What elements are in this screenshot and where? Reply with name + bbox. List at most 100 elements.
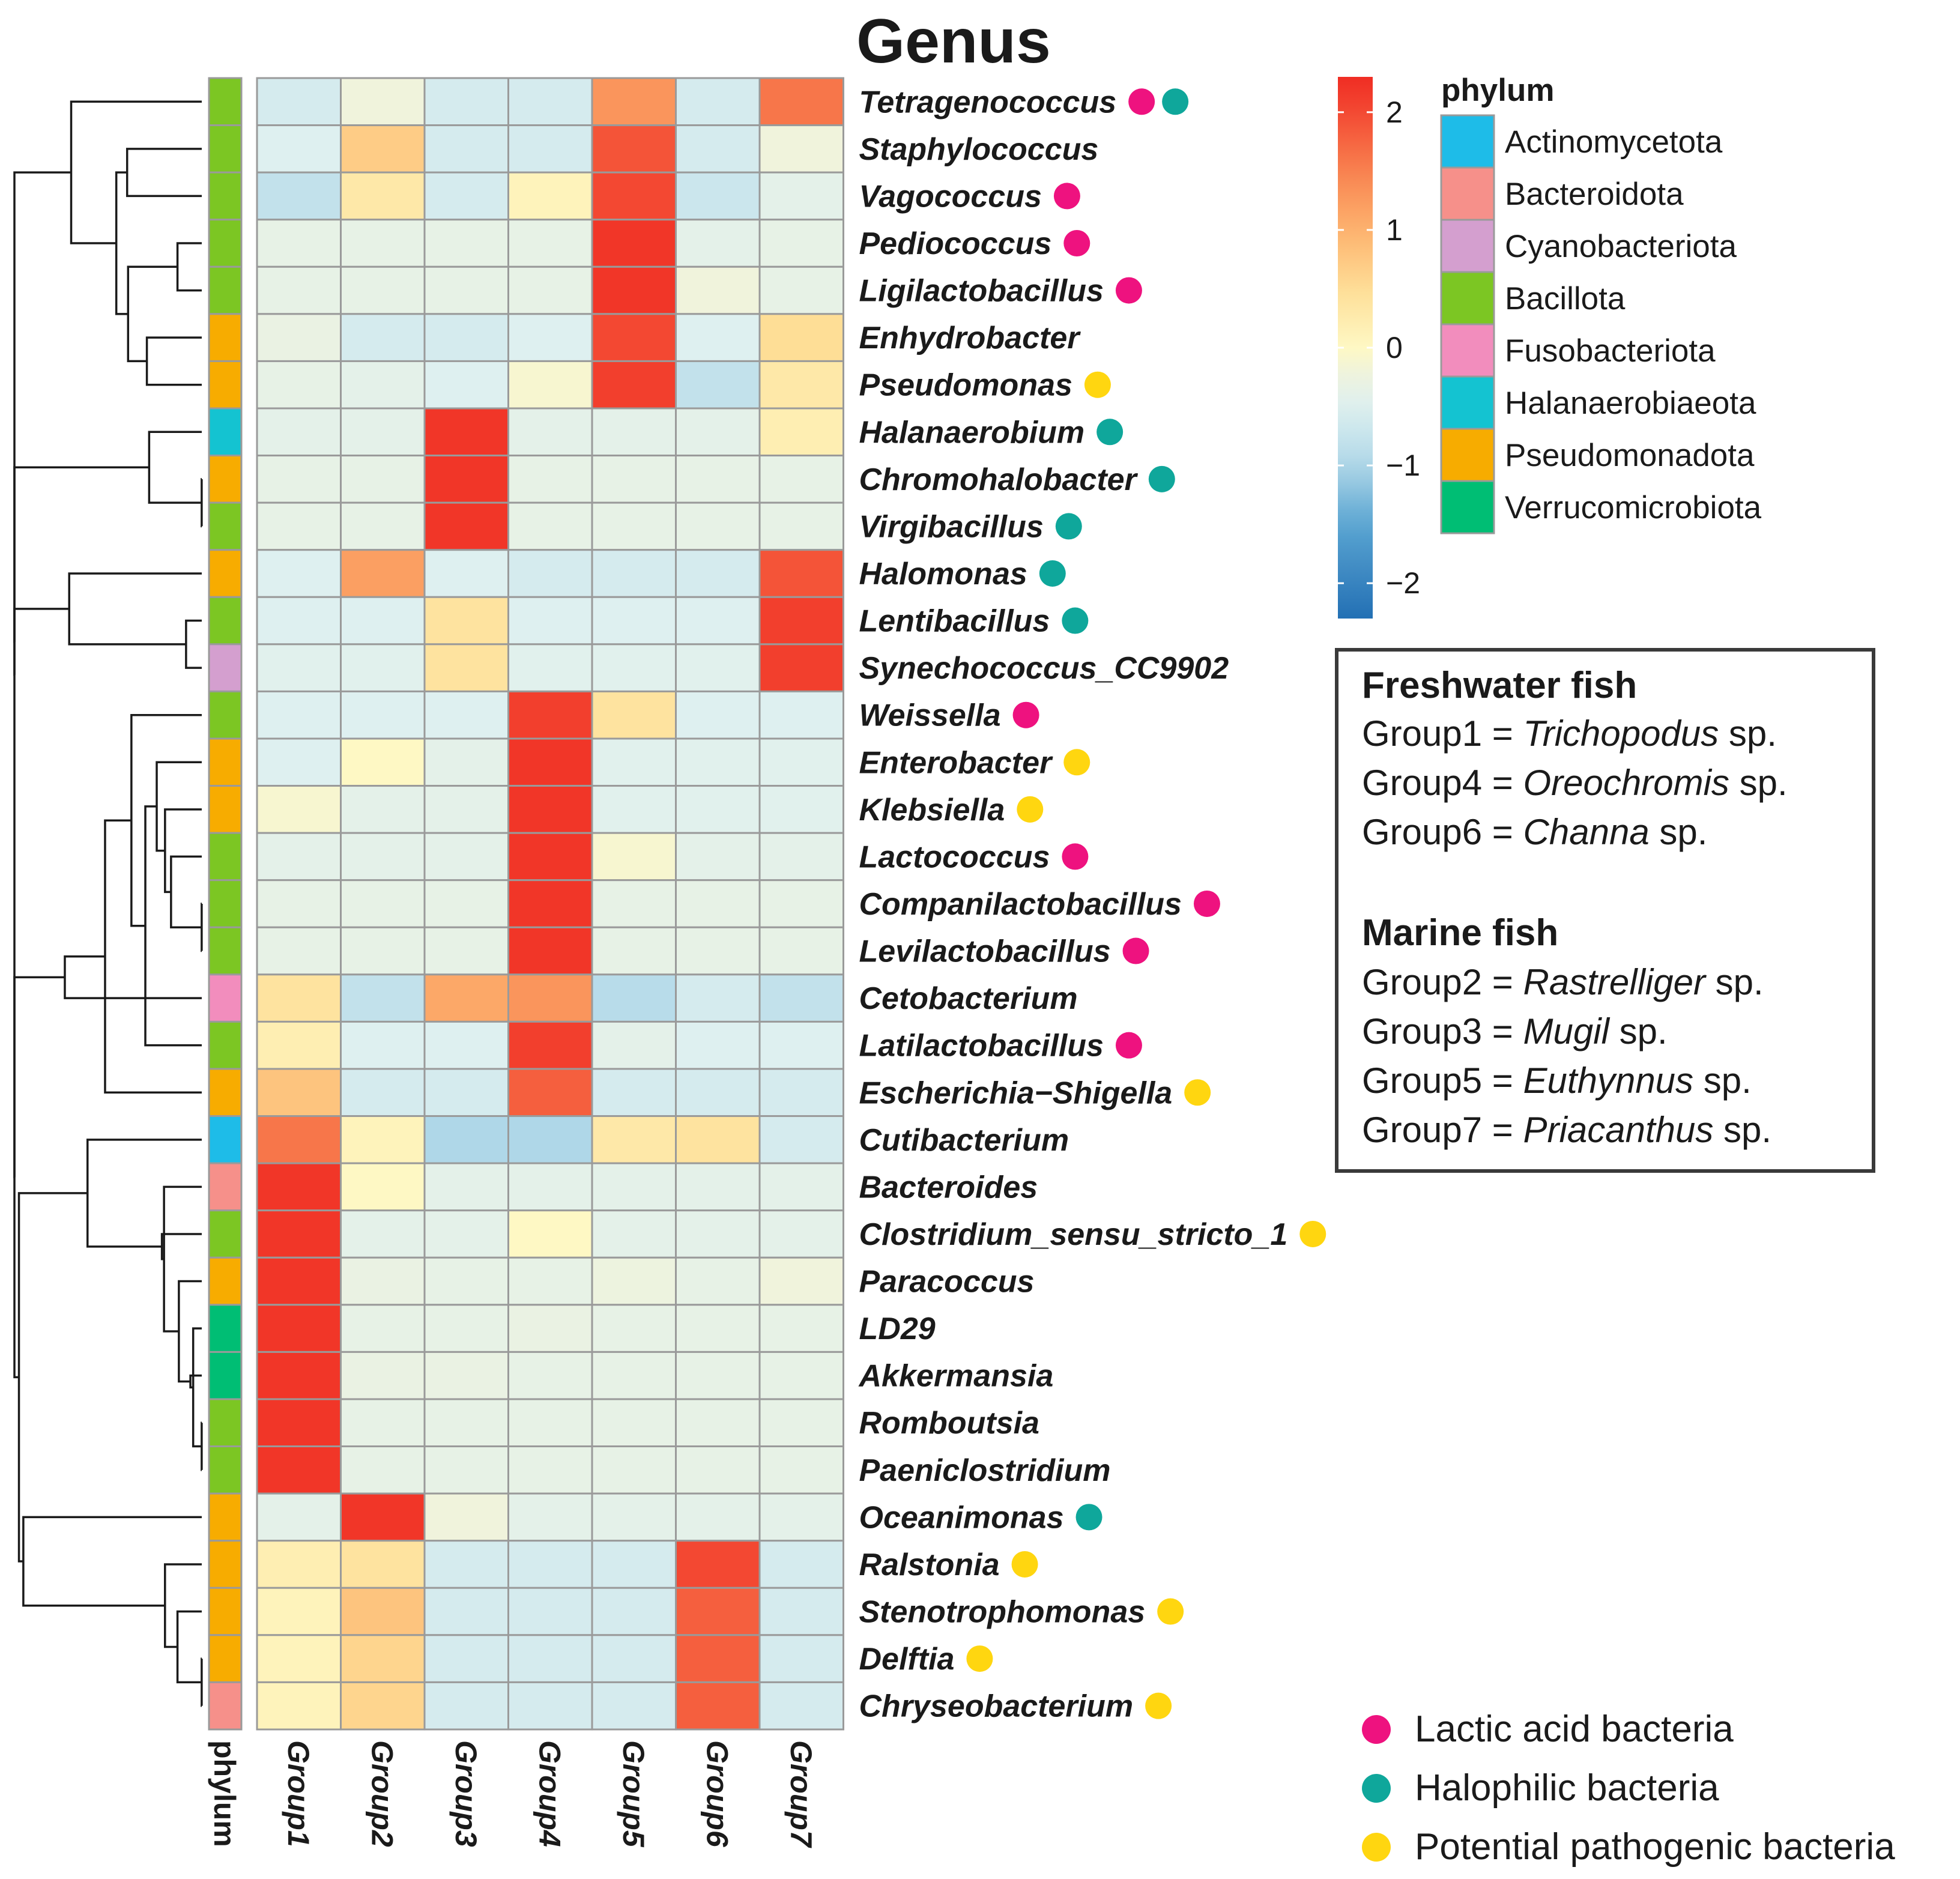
dendrogram-branch	[156, 761, 202, 852]
phylum-swatch	[1440, 219, 1495, 273]
heatmap-cell	[591, 77, 677, 127]
color-scale-legend: 2 1 0 −1 −2	[1338, 77, 1420, 619]
heatmap-cell	[256, 219, 342, 268]
dendrogram-branch	[17, 1192, 88, 1563]
heatmap-cell	[340, 1115, 426, 1164]
heatmap-cell	[758, 1492, 844, 1542]
heatmap-cell	[340, 1634, 426, 1683]
row-label: Escherichia−Shigella	[859, 1076, 1173, 1110]
heatmap-cell	[591, 1209, 677, 1259]
column-label: Group2	[365, 1740, 399, 1847]
heatmap-cell	[340, 219, 426, 268]
phylum-legend-label: Bacillota	[1505, 281, 1626, 316]
heatmap-cell	[591, 219, 677, 268]
group-key-group: Group3 =	[1362, 1011, 1523, 1051]
phylum-cell	[208, 1020, 243, 1070]
group-box-frame	[1335, 648, 1875, 1173]
heatmap-cell	[256, 596, 342, 646]
dendrogram-branch	[64, 955, 202, 999]
row-label: Enterobacter	[859, 745, 1054, 780]
phylum-swatch	[1440, 271, 1495, 325]
heatmap-cell	[591, 1587, 677, 1636]
heatmap-cell	[675, 1209, 761, 1259]
marine-title: Marine fish	[1362, 912, 1558, 954]
heatmap-cell	[256, 313, 342, 362]
heatmap-cell	[423, 1681, 509, 1731]
heatmap-cell	[675, 879, 761, 928]
heatmap-cell	[423, 407, 509, 457]
heatmap-cell	[675, 1634, 761, 1683]
row-label: Akkermansia	[858, 1359, 1054, 1394]
phylum-legend: phylum Actinomycetota Bacteroidota Cyanobac…	[1440, 73, 1762, 534]
heatmap-cell	[507, 1634, 593, 1683]
group-key-suffix: sp.	[1705, 962, 1764, 1002]
heatmap-cell	[591, 1634, 677, 1683]
row-label: Romboutsia	[859, 1406, 1039, 1441]
phylum-cell	[208, 1115, 243, 1164]
heatmap-cell	[591, 737, 677, 787]
group-key-line: Group3 = Mugil sp.	[1362, 1011, 1668, 1051]
heatmap-cell	[340, 549, 426, 598]
heatmap-cell	[675, 407, 761, 457]
phylum-cell	[208, 1587, 243, 1636]
row-label: LD29	[859, 1312, 936, 1346]
heatmap-cell	[423, 1540, 509, 1589]
colorbar-tick-label: 1	[1386, 213, 1403, 247]
group-key-group: Group2 =	[1362, 962, 1523, 1002]
phylum-cell	[208, 1162, 243, 1212]
row-label: Halomonas	[859, 557, 1027, 592]
phylum-cell	[208, 1304, 243, 1353]
heatmap-cell	[256, 501, 342, 551]
heatmap-cell	[340, 77, 426, 127]
marker-dot-path	[1184, 1079, 1211, 1106]
heatmap-cell	[256, 1587, 342, 1636]
marker-legend-label: Halophilic bacteria	[1415, 1767, 1719, 1809]
heatmap-cell	[507, 737, 593, 787]
heatmap-cell	[423, 879, 509, 928]
phylum-cell	[208, 1634, 243, 1683]
heatmap-cell	[675, 124, 761, 174]
heatmap-cell	[507, 926, 593, 976]
marker-legend-label: Lactic acid bacteria	[1415, 1708, 1734, 1750]
heatmap-cell	[507, 785, 593, 834]
group-key-suffix: sp.	[1729, 763, 1788, 803]
heatmap-cell	[256, 832, 342, 882]
heatmap-cell	[256, 407, 342, 457]
dendrogram-branch	[160, 1233, 202, 1260]
phylum-swatch	[1440, 480, 1495, 534]
heatmap-cell	[758, 1681, 844, 1731]
dendrogram-branch	[104, 819, 202, 1094]
heatmap-cell	[507, 596, 593, 646]
heatmap-cell	[256, 879, 342, 928]
heatmap-cell	[675, 1162, 761, 1212]
column-label: Group7	[784, 1740, 818, 1848]
heatmap-cell	[591, 501, 677, 551]
heatmap-cell	[423, 596, 509, 646]
heatmap-cell	[591, 407, 677, 457]
marker-dot-path	[1011, 1551, 1038, 1578]
row-labels: Tetragenococcus Staphylococcus Vagococcus P…	[858, 85, 1326, 1724]
phylum-cell	[208, 973, 243, 1023]
heatmap-cell	[758, 1351, 844, 1400]
heatmap-cell	[423, 455, 509, 504]
colorbar-tick-label: −2	[1386, 566, 1420, 600]
heatmap-cell	[591, 879, 677, 928]
heatmap-cell	[591, 1351, 677, 1400]
heatmap-cell	[340, 1445, 426, 1495]
heatmap-cell	[507, 124, 593, 174]
heatmap-cell	[256, 77, 342, 127]
marker-dot-lab	[1012, 701, 1039, 728]
phylum-cell	[208, 1681, 243, 1731]
heatmap-cell	[675, 643, 761, 692]
group-key-group: Group7 =	[1362, 1110, 1523, 1150]
heatmap-cell	[758, 124, 844, 174]
heatmap-cell	[675, 1445, 761, 1495]
heatmap-cell	[591, 832, 677, 882]
heatmap-cell	[758, 926, 844, 976]
heatmap-cell	[256, 690, 342, 740]
dendrogram-branch	[144, 805, 202, 1047]
heatmap-cell	[591, 455, 677, 504]
heatmap-cell	[423, 313, 509, 362]
phylum-annotation-strip	[208, 77, 243, 1731]
heatmap-cell	[423, 1587, 509, 1636]
